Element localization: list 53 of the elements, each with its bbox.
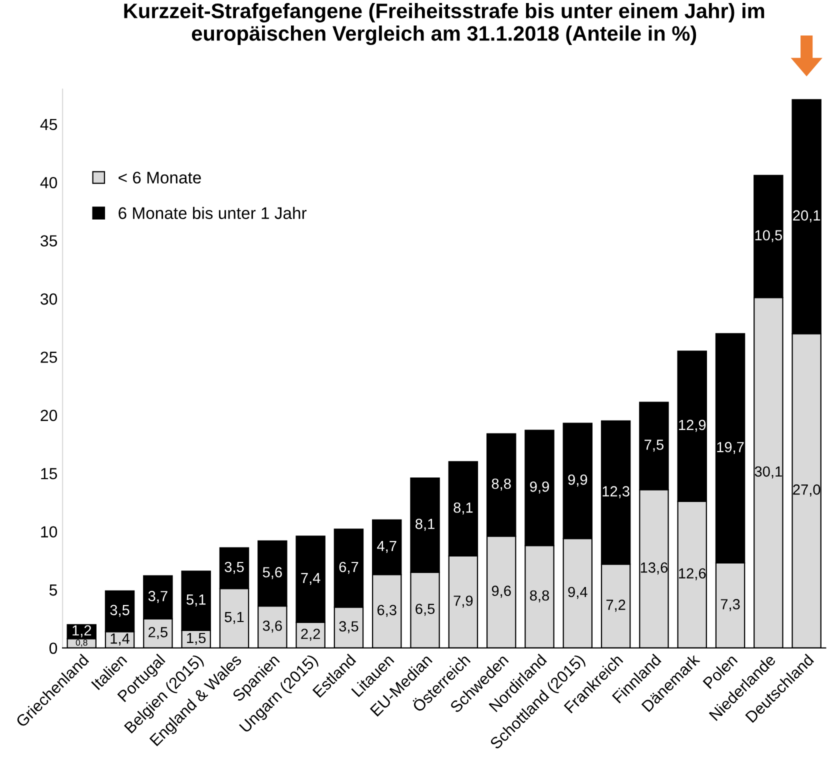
data-label: 7,5 xyxy=(644,440,664,452)
data-label: 2,2 xyxy=(301,628,320,641)
data-label: 3,5 xyxy=(110,604,130,617)
data-label: 8,1 xyxy=(454,502,473,514)
data-label: 9,4 xyxy=(568,586,588,599)
data-label: 0,8 xyxy=(76,639,88,647)
data-label: 9,6 xyxy=(492,586,511,598)
data-label: 12,3 xyxy=(602,486,630,498)
data-label: 10,5 xyxy=(755,230,782,242)
data-label: 8,8 xyxy=(492,478,511,491)
data-label: 12,6 xyxy=(679,568,706,580)
y-tick-label: 10 xyxy=(41,526,58,538)
y-tick-label: 0 xyxy=(49,642,58,654)
data-label: 8,1 xyxy=(416,518,434,531)
y-tick-label: 15 xyxy=(41,468,58,480)
data-label: 9,9 xyxy=(530,482,549,494)
data-label: 2,5 xyxy=(148,627,168,640)
data-label: 6,5 xyxy=(416,604,435,616)
data-label: 3,6 xyxy=(262,620,282,633)
data-label: 30,1 xyxy=(754,466,782,478)
data-label: 8,8 xyxy=(530,590,549,602)
data-label: 7,3 xyxy=(720,599,740,612)
data-label: 3,5 xyxy=(339,621,358,634)
data-label: 7,9 xyxy=(454,596,473,608)
data-label: 1,5 xyxy=(187,632,206,645)
legend-label: 6 Monate bis unter 1 Jahr xyxy=(118,206,307,220)
data-label: 7,2 xyxy=(606,600,626,612)
data-label: 12,9 xyxy=(679,420,706,432)
data-label: 9,9 xyxy=(568,474,588,487)
data-label: 6,7 xyxy=(339,562,358,574)
data-label: 7,4 xyxy=(301,573,320,585)
data-label: 13,6 xyxy=(640,562,668,574)
y-tick-label: 35 xyxy=(40,235,58,247)
data-label: 20,1 xyxy=(793,210,820,222)
data-label: 1,4 xyxy=(110,634,130,646)
data-label: 27,0 xyxy=(793,484,820,496)
data-label: 3,5 xyxy=(224,562,244,574)
data-label: 5,1 xyxy=(186,594,206,606)
chart-title: Kurzzeit-Strafgefangene (Freiheitsstrafe bis unter einem Jahr) im europäischen Vergleich am 31.1.2018 (Anteile in %) xyxy=(124,3,764,46)
data-label: 4,7 xyxy=(377,541,396,553)
legend-label: < 6 Monate xyxy=(118,172,201,184)
data-label: 1,2 xyxy=(72,625,92,638)
data-label: 5,1 xyxy=(224,612,244,624)
data-label: 6,3 xyxy=(377,604,396,617)
data-label: 5,6 xyxy=(262,567,282,580)
y-tick-label: 5 xyxy=(49,584,58,596)
y-tick-label: 40 xyxy=(40,176,58,188)
y-tick-label: 20 xyxy=(40,410,58,422)
y-tick-label: 25 xyxy=(40,352,58,363)
data-label: 19,7 xyxy=(717,442,744,454)
y-tick-label: 45 xyxy=(40,118,58,130)
y-tick-label: 30 xyxy=(40,293,58,305)
data-label: 3,7 xyxy=(148,590,168,603)
